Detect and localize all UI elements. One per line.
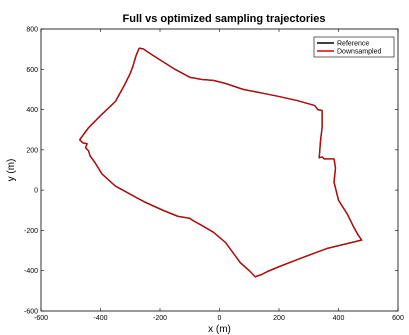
series-line-downsampled	[79, 47, 363, 278]
y-tick-label: 400	[26, 107, 38, 114]
chart-title: Full vs optimized sampling trajectories	[123, 13, 326, 25]
y-tick-label: -400	[24, 268, 38, 275]
x-tick-label: 0	[218, 315, 222, 322]
y-tick-label: 0	[34, 188, 38, 195]
legend-label: Downsampled	[337, 49, 381, 56]
x-tick-label: -400	[93, 315, 107, 322]
y-tick-label: -600	[24, 309, 38, 316]
x-tick-label: 200	[273, 315, 285, 322]
x-tick-label: 400	[333, 315, 345, 322]
x-tick-label: -600	[34, 315, 48, 322]
x-tick-label: -200	[153, 315, 167, 322]
y-tick-label: 200	[26, 147, 38, 154]
y-tick-label: 600	[26, 67, 38, 74]
legend-label: Reference	[337, 41, 369, 48]
series-layer	[78, 47, 363, 278]
y-tick-label: -200	[24, 228, 38, 235]
x-axis-label: x (m)	[208, 324, 231, 335]
legend-box	[313, 36, 395, 58]
y-axis-label: y (m)	[6, 159, 17, 182]
axis-ticks: -600 -400 -200 0 200 400 600 -600 -400 -200 0 200 40…	[24, 27, 404, 323]
y-tick-label: 800	[26, 27, 38, 34]
x-tick-label: 600	[392, 315, 404, 322]
plot-area	[40, 28, 399, 312]
